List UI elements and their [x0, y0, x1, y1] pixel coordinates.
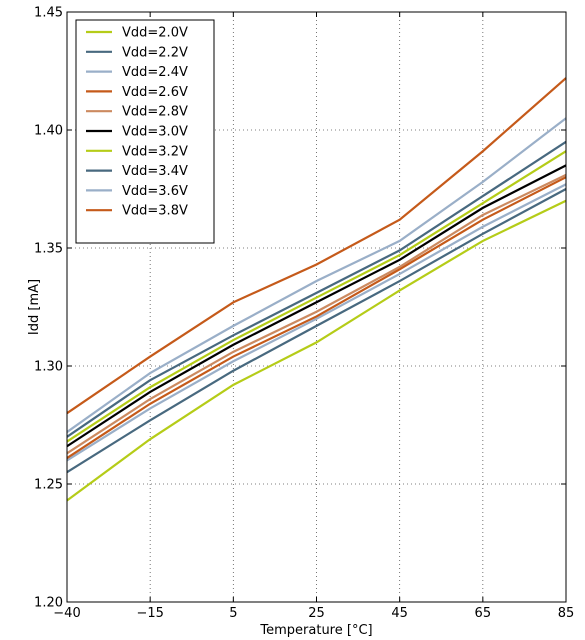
- y-tick-label: 1.35: [34, 242, 63, 257]
- x-axis-label: Temperature [°C]: [259, 623, 372, 638]
- legend-label: Vdd=2.4V: [122, 65, 188, 80]
- legend-label: Vdd=3.6V: [122, 184, 188, 199]
- legend-label: Vdd=3.2V: [122, 144, 188, 159]
- legend-label: Vdd=2.2V: [122, 45, 188, 60]
- x-tick-label: 45: [391, 606, 408, 621]
- legend-label: Vdd=2.6V: [122, 85, 188, 100]
- y-tick-label: 1.20: [34, 596, 63, 611]
- y-tick-label: 1.30: [34, 360, 63, 375]
- x-tick-label: 25: [308, 606, 325, 621]
- y-axis-label: Idd [mA]: [27, 279, 42, 335]
- x-tick-label: 65: [475, 606, 492, 621]
- legend-label: Vdd=3.0V: [122, 125, 188, 140]
- y-tick-label: 1.40: [34, 124, 63, 139]
- x-tick-label: 5: [229, 606, 237, 621]
- legend-label: Vdd=2.8V: [122, 105, 188, 120]
- legend: Vdd=2.0V Vdd=2.2V Vdd=2.4V Vdd=2.6V Vdd=2.8V…: [76, 20, 214, 243]
- legend-label: Vdd=3.4V: [122, 164, 188, 179]
- x-tick-label: 85: [558, 606, 575, 621]
- legend-label: Vdd=2.0V: [122, 26, 188, 41]
- legend-label: Vdd=3.8V: [122, 204, 188, 219]
- y-tick-label: 1.45: [34, 6, 63, 21]
- y-tick-label: 1.25: [34, 478, 63, 493]
- x-tick-label: −15: [136, 606, 163, 621]
